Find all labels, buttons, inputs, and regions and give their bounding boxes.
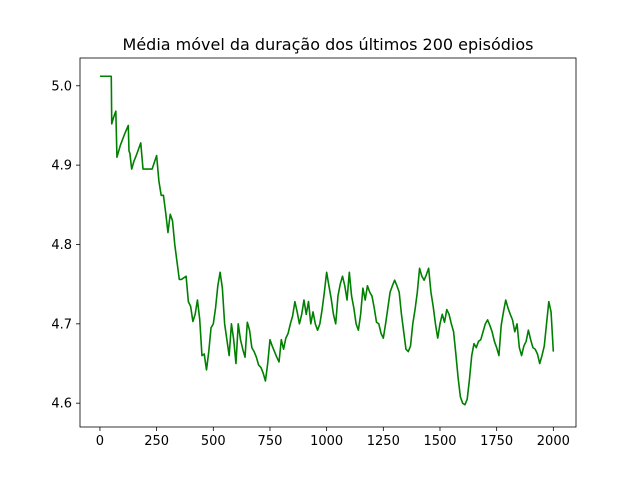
y-axis: 4.6 4.7 4.8 4.9 5.0 <box>51 79 80 412</box>
x-axis: 0 250 500 750 1000 1250 1500 1750 2000 <box>96 427 570 449</box>
series-line-0 <box>99 75 555 406</box>
x-tick-label: 0 <box>96 434 104 449</box>
y-tick-label: 4.7 <box>51 317 72 332</box>
x-tick-label: 250 <box>144 434 169 449</box>
x-tick-label: 750 <box>258 434 283 449</box>
x-tick-label: 1250 <box>367 434 400 449</box>
x-tick-label: 1000 <box>310 434 343 449</box>
plot-frame <box>79 57 577 428</box>
plot-area <box>99 75 555 406</box>
x-tick-label: 500 <box>201 434 226 449</box>
y-tick-label: 5.0 <box>51 79 72 94</box>
x-tick-label: 1750 <box>480 434 513 449</box>
x-tick-label: 2000 <box>537 434 570 449</box>
y-tick-label: 4.8 <box>51 238 72 253</box>
chart-title: Média móvel da duração dos últimos 200 e… <box>123 35 534 54</box>
y-tick-label: 4.9 <box>51 159 72 174</box>
x-tick-label: 1500 <box>423 434 456 449</box>
y-tick-label: 4.6 <box>51 397 72 412</box>
